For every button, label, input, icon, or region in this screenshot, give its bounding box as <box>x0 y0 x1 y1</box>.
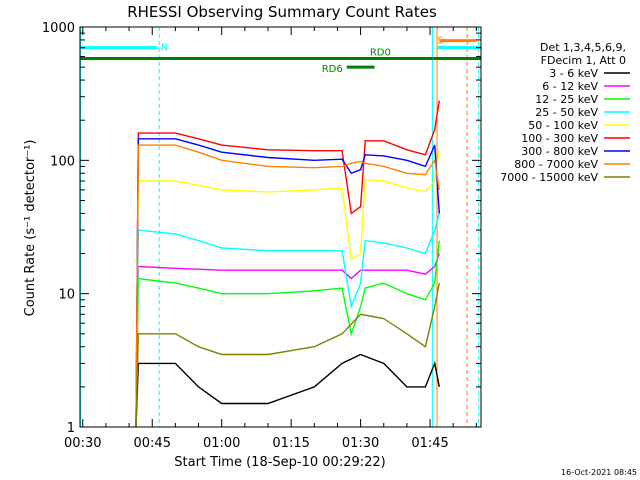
legend-label-800-7000-kev: 800 - 7000 keV <box>514 158 598 171</box>
legend-label-100-300-kev: 100 - 300 keV <box>521 132 598 145</box>
series-line-25-50-kev <box>135 213 440 428</box>
legend: Det 1,3,4,5,6,9,FDecim 1, Att 03 - 6 keV… <box>500 41 630 184</box>
legend-label-7000-15000-kev: 7000 - 15000 keV <box>500 171 598 184</box>
legend-header: FDecim 1, Att 0 <box>541 54 626 67</box>
series-line-100-300-kev <box>135 100 440 428</box>
y-tick-label: 10 <box>58 288 75 303</box>
y-tick-label: 1000 <box>42 21 75 36</box>
x-tick-label: 00:45 <box>134 436 171 451</box>
series-line-7000-15000-kev <box>135 282 440 428</box>
flag-label-s: S <box>437 36 443 47</box>
x-axis-label: Start Time (18-Sep-10 00:29:22) <box>174 455 385 470</box>
timestamp-footer: 16-Oct-2021 08:45 <box>561 468 637 477</box>
chart-title: RHESSI Observing Summary Count Rates <box>127 3 437 21</box>
x-tick-label: 01:00 <box>203 436 240 451</box>
x-tick-label: 00:30 <box>64 436 101 451</box>
plot-area: N S RD0 RD6 <box>79 27 481 428</box>
legend-label-50-100-kev: 50 - 100 keV <box>528 119 598 132</box>
series-line-12-25-kev <box>135 240 440 428</box>
y-axis-label: Count Rate (s⁻¹ detector⁻¹) <box>23 140 38 317</box>
x-axis: 00:30 00:45 01:00 01:15 01:30 01:45 <box>64 27 477 451</box>
legend-label-300-800-kev: 300 - 800 keV <box>521 145 598 158</box>
y-axis: 1 10 100 1000 <box>42 21 481 436</box>
y-tick-label: 100 <box>50 154 75 169</box>
flag-label-rd0: RD0 <box>370 48 391 59</box>
flag-label-rd6: RD6 <box>322 64 343 75</box>
legend-label-25-50-kev: 25 - 50 keV <box>535 106 598 119</box>
series-line-3-6-kev <box>135 353 440 428</box>
series-line-300-800-kev <box>135 138 440 428</box>
legend-header: Det 1,3,4,5,6,9, <box>540 41 626 54</box>
x-tick-label: 01:15 <box>272 436 309 451</box>
legend-label-12-25-kev: 12 - 25 keV <box>535 93 598 106</box>
legend-label-3-6-kev: 3 - 6 keV <box>549 67 598 80</box>
plot-frame <box>79 26 482 428</box>
legend-label-6-12-kev: 6 - 12 keV <box>542 80 598 93</box>
series-line-6-12-kev <box>135 253 440 428</box>
series-line-50-100-kev <box>135 149 440 428</box>
series-line-800-7000-kev <box>135 144 440 428</box>
x-tick-label: 01:30 <box>342 436 379 451</box>
y-tick-label: 1 <box>67 421 75 436</box>
x-tick-label: 01:45 <box>411 436 448 451</box>
flag-label-n: N <box>161 43 168 54</box>
